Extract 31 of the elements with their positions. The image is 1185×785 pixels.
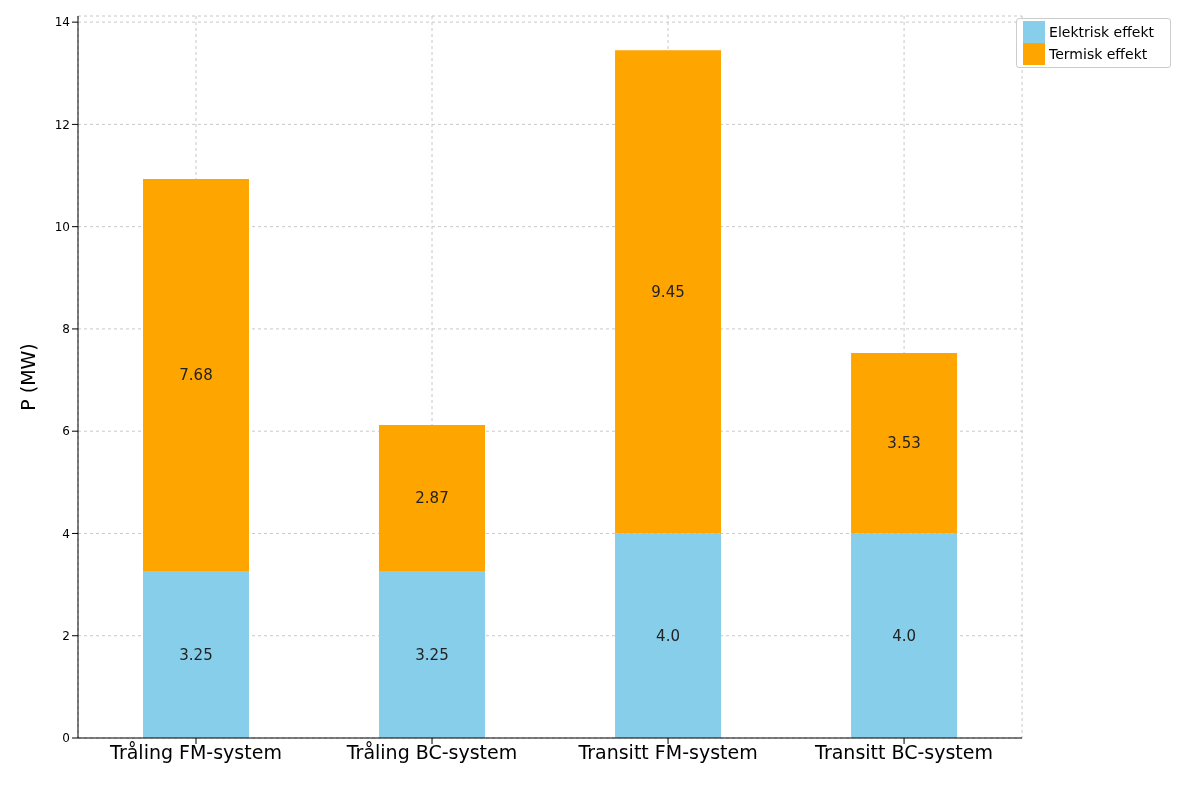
bar (615, 50, 722, 534)
bar (379, 571, 486, 738)
legend-label: Elektrisk effekt (1049, 23, 1154, 40)
y-tick-label: 12 (54, 117, 70, 132)
data-label: 4.0 (656, 626, 680, 645)
data-label: 9.45 (651, 282, 685, 301)
x-tick-label: Transitt FM-system (577, 741, 758, 764)
data-label: 2.87 (415, 489, 449, 508)
bar (851, 533, 958, 738)
y-tick-label: 8 (62, 322, 70, 337)
bar (379, 425, 486, 572)
bar (851, 352, 958, 534)
legend-label: Termisk effekt (1049, 45, 1148, 62)
x-tick-label: Tråling FM-system (109, 741, 282, 764)
bar (143, 571, 249, 738)
y-tick-label: 10 (54, 219, 70, 234)
data-label: 7.68 (179, 366, 213, 385)
data-label: 3.25 (415, 645, 449, 664)
bar (615, 533, 722, 738)
y-tick-label: 14 (54, 15, 70, 30)
y-axis-title: P (MW) (16, 343, 39, 411)
y-tick-label: 2 (62, 628, 70, 643)
y-tick-label: 6 (62, 424, 70, 439)
y-tick-label: 4 (62, 526, 70, 541)
y-tick-label: 0 (62, 731, 70, 746)
bar (143, 179, 249, 572)
x-tick-label: Tråling BC-system (345, 741, 518, 764)
x-tick-label: Transitt BC-system (814, 741, 994, 764)
data-label: 3.25 (179, 645, 213, 664)
data-label: 4.0 (892, 626, 916, 645)
data-label: 3.53 (887, 434, 921, 453)
